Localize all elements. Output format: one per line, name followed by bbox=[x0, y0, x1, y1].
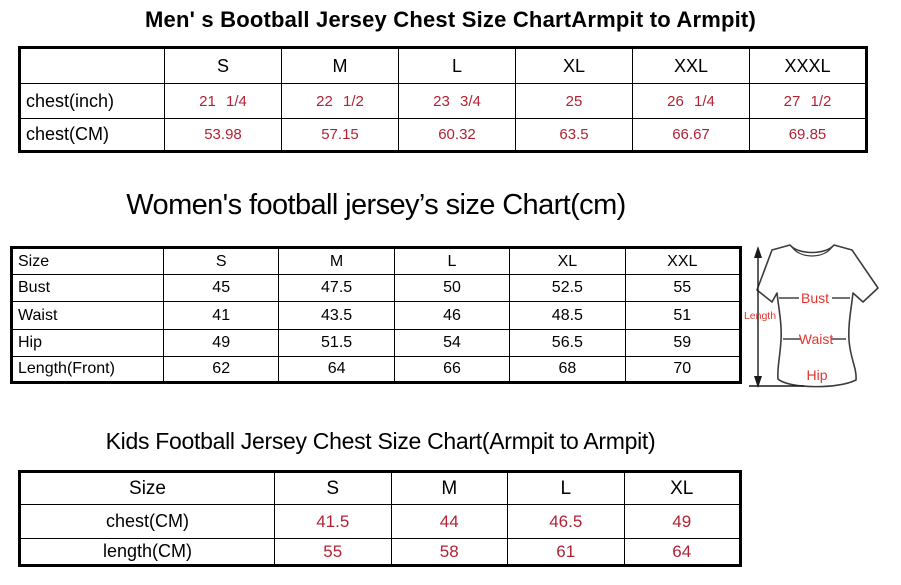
table-row: length(CM) 55 58 61 64 bbox=[19, 538, 741, 566]
size-value: 59 bbox=[624, 329, 742, 357]
size-value: 23 3/4 bbox=[398, 83, 516, 119]
column-header: L bbox=[507, 471, 625, 505]
column-header: S bbox=[274, 471, 392, 505]
waist-label: Waist bbox=[799, 331, 834, 347]
size-value: 43.5 bbox=[278, 301, 395, 330]
row-label: length(CM) bbox=[19, 538, 275, 566]
hip-label: Hip bbox=[806, 367, 827, 383]
table-row: Waist 41 43.5 46 48.5 51 bbox=[11, 301, 742, 330]
size-value: 60.32 bbox=[398, 118, 516, 152]
size-value: 62 bbox=[162, 356, 280, 383]
row-label: Hip bbox=[11, 329, 164, 357]
size-value: 46.5 bbox=[507, 504, 625, 539]
column-header: S bbox=[162, 247, 280, 275]
row-label: Waist bbox=[11, 301, 164, 330]
column-header: XL bbox=[623, 471, 741, 505]
table-row: Bust 45 47.5 50 52.5 55 bbox=[11, 274, 742, 302]
length-label: Length bbox=[744, 310, 776, 322]
tshirt-outline bbox=[756, 244, 879, 388]
size-value: 51.5 bbox=[278, 329, 395, 357]
size-value: 55 bbox=[624, 274, 742, 302]
mens-chart-title: Men' s Bootball Jersey Chest Size ChartA… bbox=[145, 7, 756, 32]
table-row: chest(CM) 53.98 57.15 60.32 63.5 66.67 6… bbox=[19, 118, 867, 152]
size-value: 64 bbox=[278, 356, 395, 383]
table-row: Length(Front) 62 64 66 68 70 bbox=[11, 356, 742, 383]
row-label: chest(inch) bbox=[19, 83, 165, 119]
table-row: chest(inch) 21 1/4 22 1/2 23 3/4 25 26 1… bbox=[19, 83, 867, 119]
size-value: 70 bbox=[624, 356, 742, 383]
table-row: Size S M L XL XXL bbox=[11, 247, 742, 275]
column-header: M bbox=[390, 471, 508, 505]
column-header: XL bbox=[515, 47, 633, 84]
size-value: 53.98 bbox=[164, 118, 282, 152]
tshirt-diagram: Length Bust Waist Hip bbox=[744, 244, 879, 388]
column-header: XXXL bbox=[749, 47, 867, 84]
row-label: chest(CM) bbox=[19, 118, 165, 152]
column-header: L bbox=[393, 247, 511, 275]
size-value: 52.5 bbox=[509, 274, 626, 302]
table-row: Hip 49 51.5 54 56.5 59 bbox=[11, 329, 742, 357]
collar-inner-line bbox=[791, 246, 833, 257]
row-label: chest(CM) bbox=[19, 504, 275, 539]
row-label: Length(Front) bbox=[11, 356, 164, 383]
column-header: XXL bbox=[632, 47, 750, 84]
kids-size-table: Size S M L XL chest(CM) 41.5 44 46.5 49 … bbox=[18, 470, 742, 567]
size-value: 51 bbox=[624, 301, 742, 330]
column-header: Size bbox=[19, 471, 275, 505]
column-header: XXL bbox=[624, 247, 742, 275]
size-value: 68 bbox=[509, 356, 626, 383]
mens-size-table: S M L XL XXL XXXL chest(inch) 21 1/4 22 … bbox=[18, 46, 868, 153]
size-value: 21 1/4 bbox=[164, 83, 282, 119]
size-value: 44 bbox=[390, 504, 508, 539]
column-header: S bbox=[164, 47, 282, 84]
column-header: M bbox=[278, 247, 395, 275]
table-row: S M L XL XXL XXXL bbox=[19, 47, 867, 84]
size-value: 66 bbox=[393, 356, 511, 383]
bust-label: Bust bbox=[801, 290, 829, 306]
size-value: 22 1/2 bbox=[281, 83, 399, 119]
size-value: 66.67 bbox=[632, 118, 750, 152]
table-row: Size S M L XL bbox=[19, 471, 741, 505]
size-value: 45 bbox=[162, 274, 280, 302]
kids-chart-title: Kids Football Jersey Chest Size Chart(Ar… bbox=[105, 428, 656, 454]
size-value: 63.5 bbox=[515, 118, 633, 152]
size-value: 49 bbox=[162, 329, 280, 357]
column-header: XL bbox=[509, 247, 626, 275]
size-value: 69.85 bbox=[749, 118, 867, 152]
column-header: Size bbox=[11, 247, 164, 275]
size-value: 57.15 bbox=[281, 118, 399, 152]
size-value: 55 bbox=[274, 538, 392, 566]
size-value: 25 bbox=[515, 83, 633, 119]
size-value: 48.5 bbox=[509, 301, 626, 330]
size-value: 41.5 bbox=[274, 504, 392, 539]
size-value: 41 bbox=[162, 301, 280, 330]
size-value: 47.5 bbox=[278, 274, 395, 302]
size-value: 58 bbox=[390, 538, 508, 566]
size-value: 27 1/2 bbox=[749, 83, 867, 119]
size-value: 64 bbox=[623, 538, 741, 566]
size-value: 49 bbox=[623, 504, 741, 539]
column-header: L bbox=[398, 47, 516, 84]
size-value: 26 1/4 bbox=[632, 83, 750, 119]
size-value: 46 bbox=[393, 301, 511, 330]
column-header bbox=[19, 47, 165, 84]
table-row: chest(CM) 41.5 44 46.5 49 bbox=[19, 504, 741, 539]
row-label: Bust bbox=[11, 274, 164, 302]
womens-size-table: Size S M L XL XXL Bust 45 47.5 50 52.5 5… bbox=[10, 246, 742, 384]
size-value: 56.5 bbox=[509, 329, 626, 357]
size-value: 50 bbox=[393, 274, 511, 302]
size-value: 61 bbox=[507, 538, 625, 566]
length-arrow bbox=[749, 246, 804, 388]
column-header: M bbox=[281, 47, 399, 84]
womens-chart-title: Women's football jersey’s size Chart(cm) bbox=[126, 189, 626, 221]
size-value: 54 bbox=[393, 329, 511, 357]
